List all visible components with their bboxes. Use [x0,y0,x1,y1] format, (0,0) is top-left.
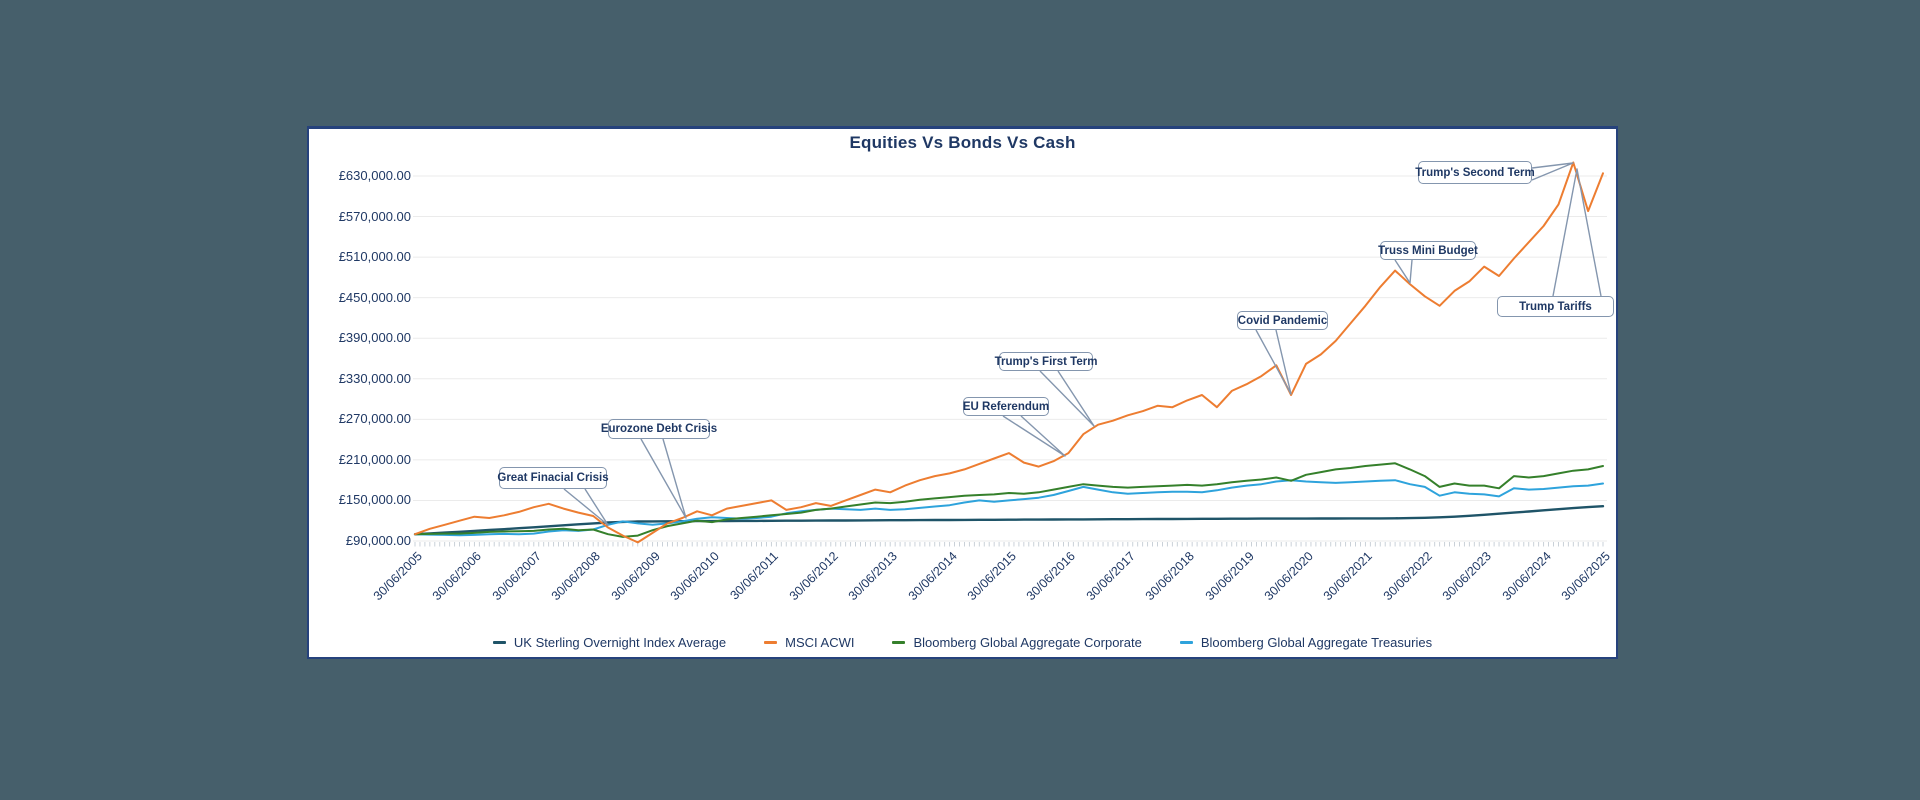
legend-item: Bloomberg Global Aggregate Corporate [892,635,1142,650]
y-axis-label: £210,000.00 [338,451,411,467]
annotation-callout: Truss Mini Budget [1378,241,1478,260]
legend-label: UK Sterling Overnight Index Average [513,635,727,650]
legend-dash-icon [764,641,778,644]
y-axis-label: £450,000.00 [338,289,411,305]
y-axis-label: £570,000.00 [338,208,411,224]
annotation-pointer [1394,259,1413,284]
y-axis-label: £330,000.00 [338,370,411,386]
chart-legend: UK Sterling Overnight Index Average MSCI … [309,635,1616,650]
series-line-3 [414,479,1604,537]
annotation-pointer [640,438,687,519]
y-axis-label: £510,000.00 [338,249,411,265]
annotation-pointer [1255,329,1292,395]
legend-label: Bloomberg Global Aggregate Corporate [913,635,1142,650]
y-axis-label: £270,000.00 [338,411,411,427]
legend-label: Bloomberg Global Aggregate Treasuries [1200,635,1433,650]
annotation-callout: Trump's First Term [995,352,1097,371]
annotation-callout: Trump's Second Term [1415,161,1535,184]
y-axis-label: £90,000.00 [345,533,411,548]
legend-label: MSCI ACWI [785,635,855,650]
annotation-callout: EU Referendum [963,397,1049,416]
annotation-pointer [1002,415,1066,457]
y-axis-label: £150,000.00 [338,492,411,508]
y-axis-label: £390,000.00 [338,330,411,346]
chart-title: Equities Vs Bonds Vs Cash [849,133,1076,152]
legend-dash-icon [492,641,506,644]
legend-item: Bloomberg Global Aggregate Treasuries [1179,635,1433,650]
legend-dash-icon [1179,641,1193,644]
annotation-callout: Covid Pandemic [1237,311,1328,330]
legend-item: MSCI ACWI [764,635,854,650]
annotation-pointer [1039,370,1095,427]
legend-item: UK Sterling Overnight Index Average [492,635,727,650]
series-line-0 [413,505,1605,536]
legend-dash-icon [892,641,906,644]
annotation-callout: Trump Tariffs [1497,296,1614,317]
annotation-pointer [563,488,609,526]
y-axis-label: £630,000.00 [338,168,411,183]
chart-panel: Equities Vs Bonds Vs Cash £630,000.00 £57… [307,126,1618,659]
annotation-callout: Eurozone Debt Crisis [601,419,717,439]
chart-plot-area [413,161,1607,547]
annotation-pointer [1552,168,1602,297]
series-line-1 [414,161,1604,544]
annotation-pointer [1531,162,1574,181]
series-line-2 [414,462,1604,538]
annotation-callout: Great Finacial Crisis [497,467,609,489]
